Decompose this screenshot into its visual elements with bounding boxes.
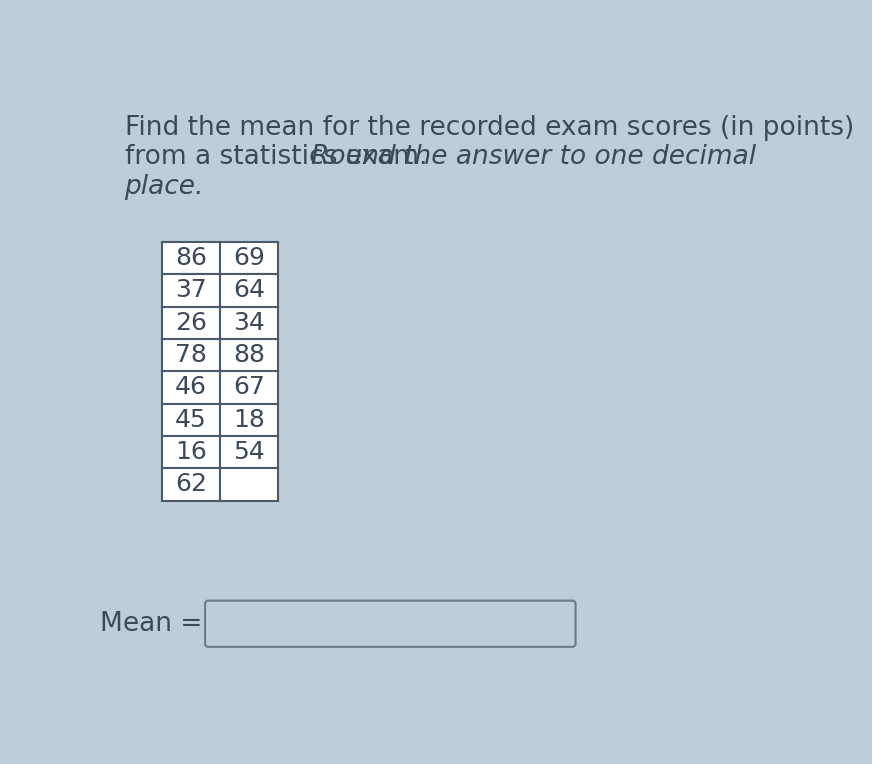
Text: 54: 54	[233, 440, 265, 464]
Bar	[161, 371, 220, 403]
Text: 34: 34	[233, 311, 265, 335]
FancyBboxPatch shape	[205, 601, 576, 647]
Text: Mean =: Mean =	[99, 610, 202, 636]
Text: 78: 78	[174, 343, 207, 367]
Text: 88: 88	[233, 343, 265, 367]
Text: 26: 26	[174, 311, 207, 335]
Text: 69: 69	[233, 246, 265, 270]
Text: 86: 86	[174, 246, 207, 270]
Bar	[161, 403, 220, 436]
Bar	[161, 468, 220, 500]
Bar	[220, 468, 278, 500]
Text: place.: place.	[125, 174, 204, 200]
Text: 45: 45	[175, 408, 207, 432]
Text: 37: 37	[175, 278, 207, 303]
Bar	[161, 306, 220, 339]
Text: Find the mean for the recorded exam scores (in points): Find the mean for the recorded exam scor…	[125, 115, 854, 141]
Bar	[220, 242, 278, 274]
Bar	[220, 306, 278, 339]
Text: from a statistics exam.: from a statistics exam.	[125, 144, 435, 170]
Bar	[161, 242, 220, 274]
Text: 64: 64	[233, 278, 265, 303]
Bar	[161, 436, 220, 468]
Text: 67: 67	[233, 375, 265, 400]
Bar	[161, 339, 220, 371]
Text: 16: 16	[174, 440, 207, 464]
Bar	[220, 371, 278, 403]
Text: 62: 62	[174, 472, 207, 497]
Text: 18: 18	[233, 408, 265, 432]
Text: 46: 46	[174, 375, 207, 400]
Bar	[220, 403, 278, 436]
Text: Round the answer to one decimal: Round the answer to one decimal	[310, 144, 756, 170]
Bar	[220, 436, 278, 468]
Bar	[220, 339, 278, 371]
Bar	[220, 274, 278, 306]
Bar	[161, 274, 220, 306]
